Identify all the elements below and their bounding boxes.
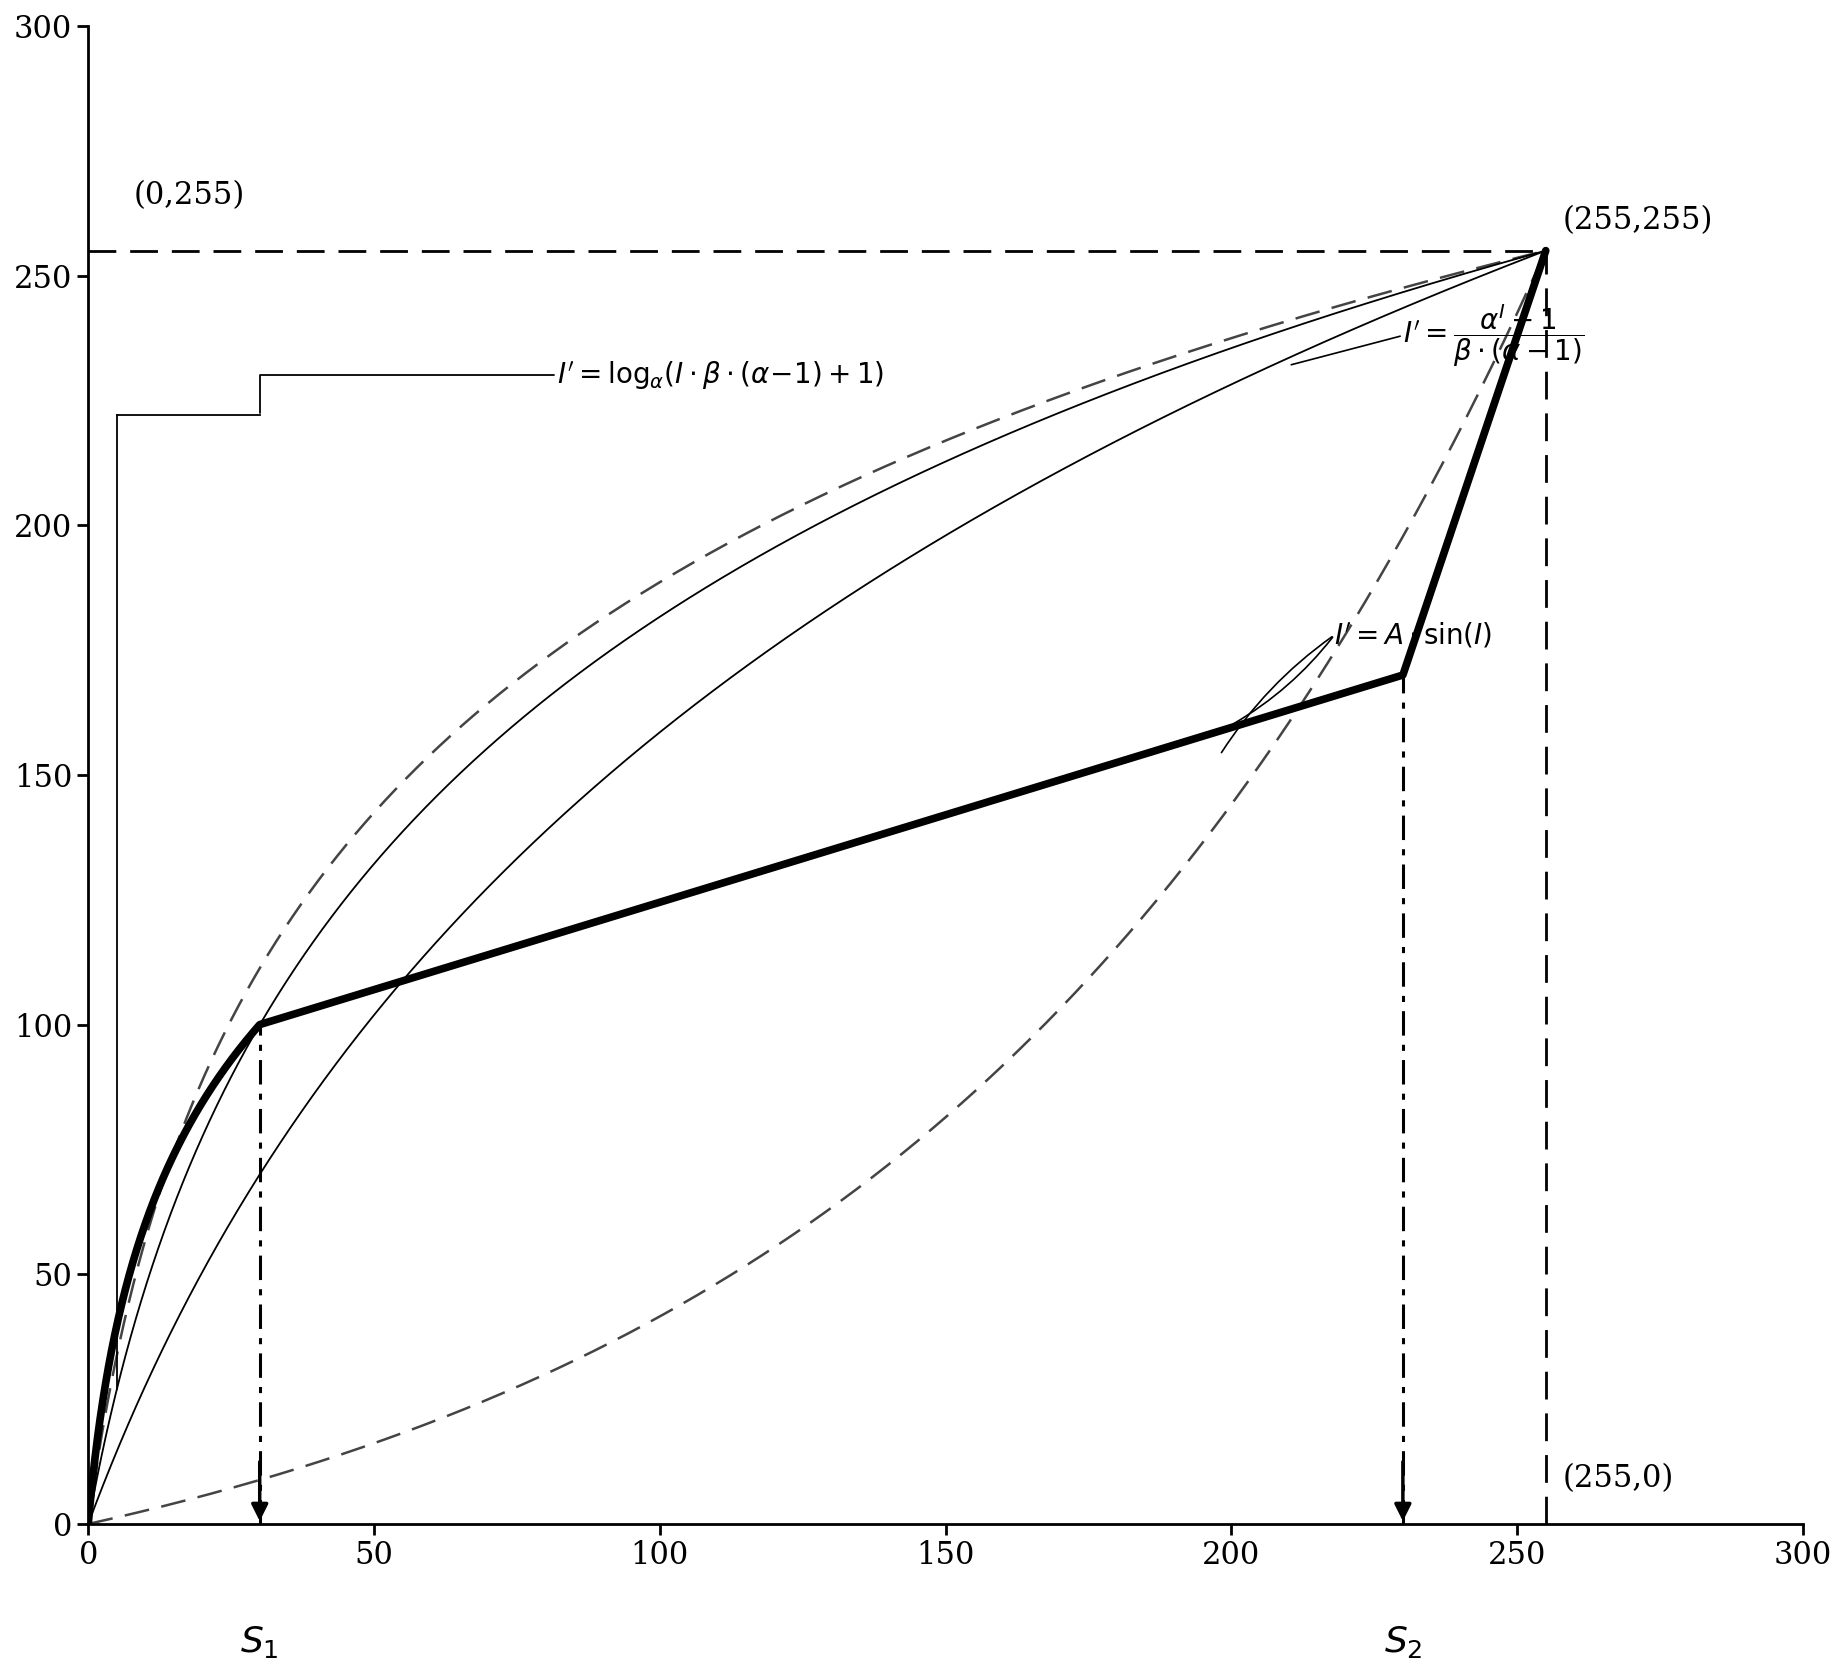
Text: (255,255): (255,255) (1564, 204, 1713, 236)
Text: $S_2$: $S_2$ (1384, 1624, 1421, 1659)
Text: $S_1$: $S_1$ (240, 1624, 279, 1659)
Text: $I'=A\cdot\sin(I)$: $I'=A\cdot\sin(I)$ (1335, 620, 1492, 650)
Text: $I'=\dfrac{\alpha^{I}-1}{\beta\cdot(\alpha-1)}$: $I'=\dfrac{\alpha^{I}-1}{\beta\cdot(\alp… (1403, 302, 1584, 368)
Text: (255,0): (255,0) (1564, 1463, 1674, 1495)
Text: $I'=\log_{\alpha}\!\left(I\cdot\beta\cdot(\alpha\!-\!1)+1\right)$: $I'=\log_{\alpha}\!\left(I\cdot\beta\cdo… (557, 360, 884, 392)
Text: (0,255): (0,255) (135, 179, 246, 211)
